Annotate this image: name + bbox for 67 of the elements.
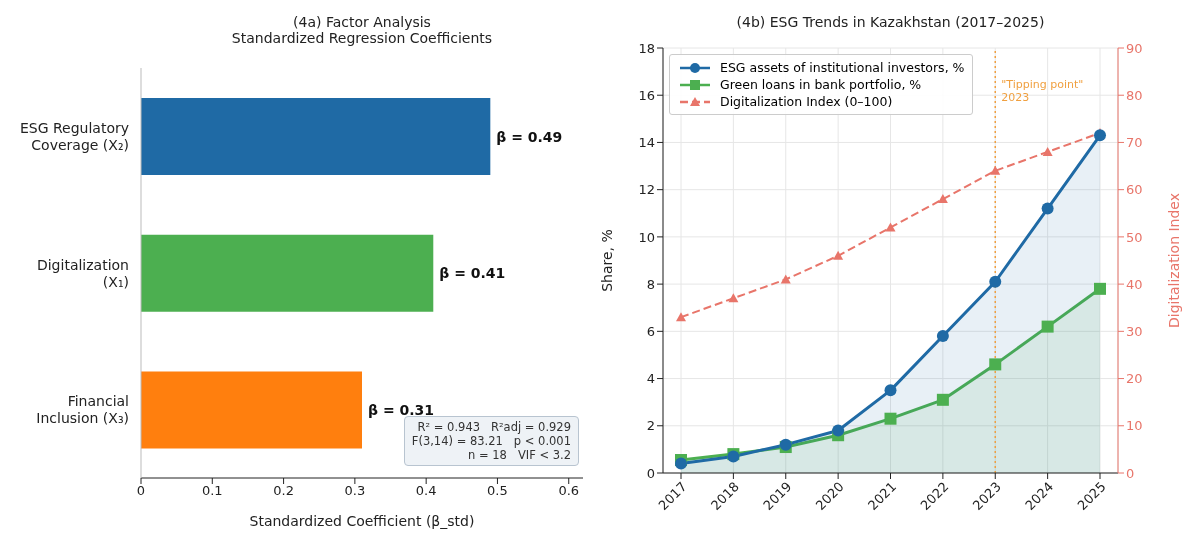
x-tick-label: 0.3 — [344, 483, 366, 499]
point — [1041, 320, 1054, 333]
point — [884, 412, 897, 425]
point — [1094, 282, 1106, 295]
legend-label: ESG assets of institutional investors, % — [720, 60, 965, 75]
point — [936, 393, 949, 406]
point — [884, 384, 897, 397]
point — [728, 293, 739, 303]
y2-tick-label: 20 — [1126, 371, 1143, 387]
y2-tick-label: 80 — [1126, 87, 1143, 103]
point — [885, 222, 896, 232]
y2-tick-label: 0 — [1126, 465, 1135, 481]
y2-tick-label: 90 — [1126, 40, 1143, 56]
y2-axis-title: Digitalization Index — [1165, 192, 1182, 329]
data-label: β = 0.31 — [368, 401, 435, 418]
y-tick-label: Digitalization (X₁) — [36, 256, 129, 290]
y2-tick-label: 40 — [1126, 276, 1143, 292]
y-tick-label: 8 — [646, 276, 655, 292]
annotation: n = 18 VIF < 3.2 — [467, 448, 571, 462]
x-tick-label: 0 — [136, 483, 146, 499]
y2-tick-label: 50 — [1126, 229, 1143, 245]
y-tick-label: 14 — [638, 135, 655, 151]
ref-line-label: "Tipping point" 2023 — [1001, 78, 1084, 104]
bar — [141, 234, 434, 312]
x-tick-label: 0.5 — [487, 483, 508, 499]
y-tick-label: 10 — [638, 229, 655, 245]
point — [989, 275, 1002, 288]
x-tick-label: 0.4 — [415, 483, 437, 499]
annotation: F(3,14) = 83.21 p < 0.001 — [411, 434, 571, 448]
data-label: β = 0.49 — [496, 128, 563, 145]
y2-tick-label: 70 — [1126, 135, 1143, 151]
point — [780, 274, 791, 284]
point — [1094, 129, 1106, 142]
y2-tick-label: 10 — [1126, 418, 1143, 434]
point — [989, 358, 1002, 371]
y-tick-label: 16 — [638, 87, 655, 103]
bar — [141, 98, 491, 176]
point — [676, 312, 686, 322]
x-tick-label: 0.1 — [201, 483, 223, 499]
y-tick-label: 0 — [646, 465, 655, 481]
annotation: R² = 0.943 R²adj = 0.929 — [416, 420, 571, 434]
y2-tick-label: 60 — [1126, 182, 1143, 198]
x-tick-label: 0.6 — [558, 483, 580, 499]
point — [833, 250, 844, 260]
y-tick-label: ESG Regulatory Coverage (X₂) — [19, 119, 129, 153]
y-tick-label: Financial Inclusion (X₃) — [36, 393, 129, 427]
point — [1042, 146, 1053, 156]
legend-label: Green loans in bank portfolio, % — [720, 77, 922, 92]
y-tick-label: 12 — [638, 182, 655, 198]
x-axis-title: Standardized Coefficient (β_std) — [249, 513, 475, 529]
point — [936, 330, 949, 343]
chart-title: (4a) Factor Analysis Standardized Regression Coefficients — [230, 14, 494, 46]
y-axis-title: Share, % — [598, 229, 615, 292]
y2-tick-label: 30 — [1126, 323, 1143, 339]
y-tick-label: 6 — [646, 323, 655, 339]
x-tick-label: 0.2 — [273, 483, 294, 499]
point — [1041, 202, 1054, 215]
bar — [141, 371, 362, 449]
point — [937, 194, 948, 204]
data-label: β = 0.41 — [439, 265, 506, 282]
point — [990, 165, 1001, 175]
y-tick-label: 4 — [646, 371, 655, 387]
chart-title: (4b) ESG Trends in Kazakhstan (2017–2025) — [735, 14, 1046, 30]
point — [832, 424, 845, 437]
legend-label: Digitalization Index (0–100) — [720, 94, 893, 109]
y-tick-label: 2 — [646, 418, 655, 434]
y-tick-label: 18 — [638, 40, 655, 56]
